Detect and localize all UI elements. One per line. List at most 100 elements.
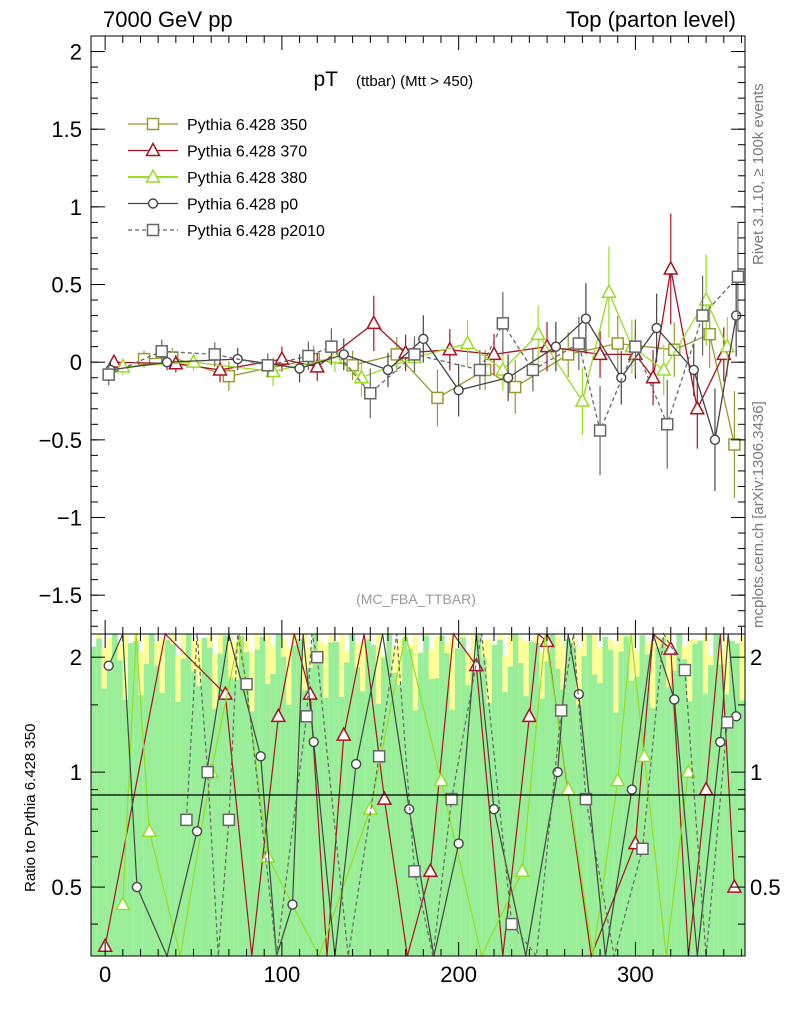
band-inner (170, 644, 176, 956)
ratio-point (680, 763, 697, 778)
band-inner (491, 644, 498, 956)
series-0 (137, 300, 741, 498)
ratio-point (726, 878, 743, 893)
band-inner (138, 695, 145, 956)
band-inner (243, 652, 250, 956)
ratio-point (514, 862, 531, 878)
band-inner (175, 701, 182, 956)
legend-label: Pythia 6.428 370 (187, 144, 307, 161)
data-point (530, 325, 546, 340)
ratio-point (287, 899, 298, 910)
band-inner (106, 669, 113, 956)
ratio-point (376, 790, 393, 805)
band-inner (655, 647, 662, 956)
ratio-point (403, 803, 415, 815)
data-point (431, 391, 444, 405)
series-4 (102, 222, 745, 476)
band-inner (407, 648, 414, 956)
data-point (418, 333, 429, 345)
band-inner (249, 711, 255, 956)
data-point (261, 359, 275, 372)
ratio-y-tick-label-right: 2 (750, 645, 762, 670)
band-inner (623, 636, 630, 956)
ratio-point (300, 710, 313, 723)
band-inner (570, 646, 577, 956)
band-inner (481, 657, 487, 956)
ratio-point (191, 826, 203, 837)
band-inner (628, 680, 635, 956)
band-inner (222, 635, 229, 956)
band-inner (191, 671, 197, 956)
band-inner (465, 685, 472, 956)
y-tick-label: 1.5 (51, 117, 82, 142)
ratio-y-tick-label-right: 1 (750, 760, 762, 785)
ratio-y-tick-label: 0.5 (51, 875, 82, 900)
band-inner (254, 649, 261, 956)
ratio-point (721, 716, 734, 729)
plot-title-main: pT (313, 68, 338, 91)
band-inner (91, 646, 97, 956)
band-inner (127, 643, 134, 956)
legend-marker (147, 198, 159, 209)
series-line (113, 268, 725, 411)
band-inner (428, 679, 435, 956)
ratio-point (505, 917, 518, 931)
ratio-point (180, 813, 193, 827)
ratio-point (488, 803, 500, 815)
data-point (212, 361, 228, 376)
band-inner (280, 656, 287, 956)
legend: Pythia 6.428 350 Pythia 6.428 370 Pythia 6… (128, 117, 325, 240)
y-tick-label: −1.5 (39, 583, 82, 608)
data-point (580, 313, 592, 324)
band-inner (296, 639, 303, 956)
legend-marker (146, 117, 160, 131)
ratio-point (115, 895, 131, 911)
data-point (688, 364, 699, 376)
data-point (161, 356, 173, 368)
band-inner (212, 708, 218, 956)
data-point (502, 372, 514, 383)
band-inner (323, 697, 329, 956)
data-point (366, 314, 382, 330)
y-tick-label: 1 (70, 195, 82, 220)
data-point (611, 337, 624, 350)
band-inner (671, 670, 677, 956)
ratio-point (240, 677, 253, 691)
data-point (574, 392, 591, 407)
data-point (496, 317, 510, 330)
data-point (593, 424, 607, 437)
header-left: 7000 GeV pp (103, 7, 233, 32)
band-inner (439, 635, 445, 956)
data-point (274, 350, 290, 365)
legend-label: Pythia 6.428 380 (187, 170, 307, 187)
band-inner (449, 709, 456, 956)
band-inner (702, 693, 709, 956)
data-point (629, 340, 642, 353)
series-1 (106, 213, 732, 449)
ratio-point (669, 694, 680, 705)
band-inner (718, 664, 725, 956)
band-inner (365, 639, 371, 956)
data-point (592, 345, 608, 361)
data-point (526, 363, 540, 377)
ratio-point (259, 848, 276, 863)
ratio-y-tick-label-right: 0.5 (750, 875, 781, 900)
data-point (601, 283, 617, 299)
data-point (408, 348, 421, 361)
band-inner (592, 674, 598, 956)
band-inner (486, 702, 493, 956)
main-ticks: −1.5 −1 −0.5 0 0.5 1 1.5 2 (39, 36, 745, 634)
band-inner (101, 688, 108, 956)
ratio-point (408, 865, 421, 878)
data-point (698, 291, 714, 306)
ratio-point (310, 650, 324, 664)
band-inner (581, 656, 588, 956)
data-point (364, 386, 377, 400)
ratio-point (222, 813, 236, 827)
band-inner (164, 640, 171, 956)
main-series-layer (102, 213, 745, 498)
band-inner (375, 703, 382, 956)
ratio-point (103, 660, 114, 671)
band-inner (301, 690, 308, 956)
